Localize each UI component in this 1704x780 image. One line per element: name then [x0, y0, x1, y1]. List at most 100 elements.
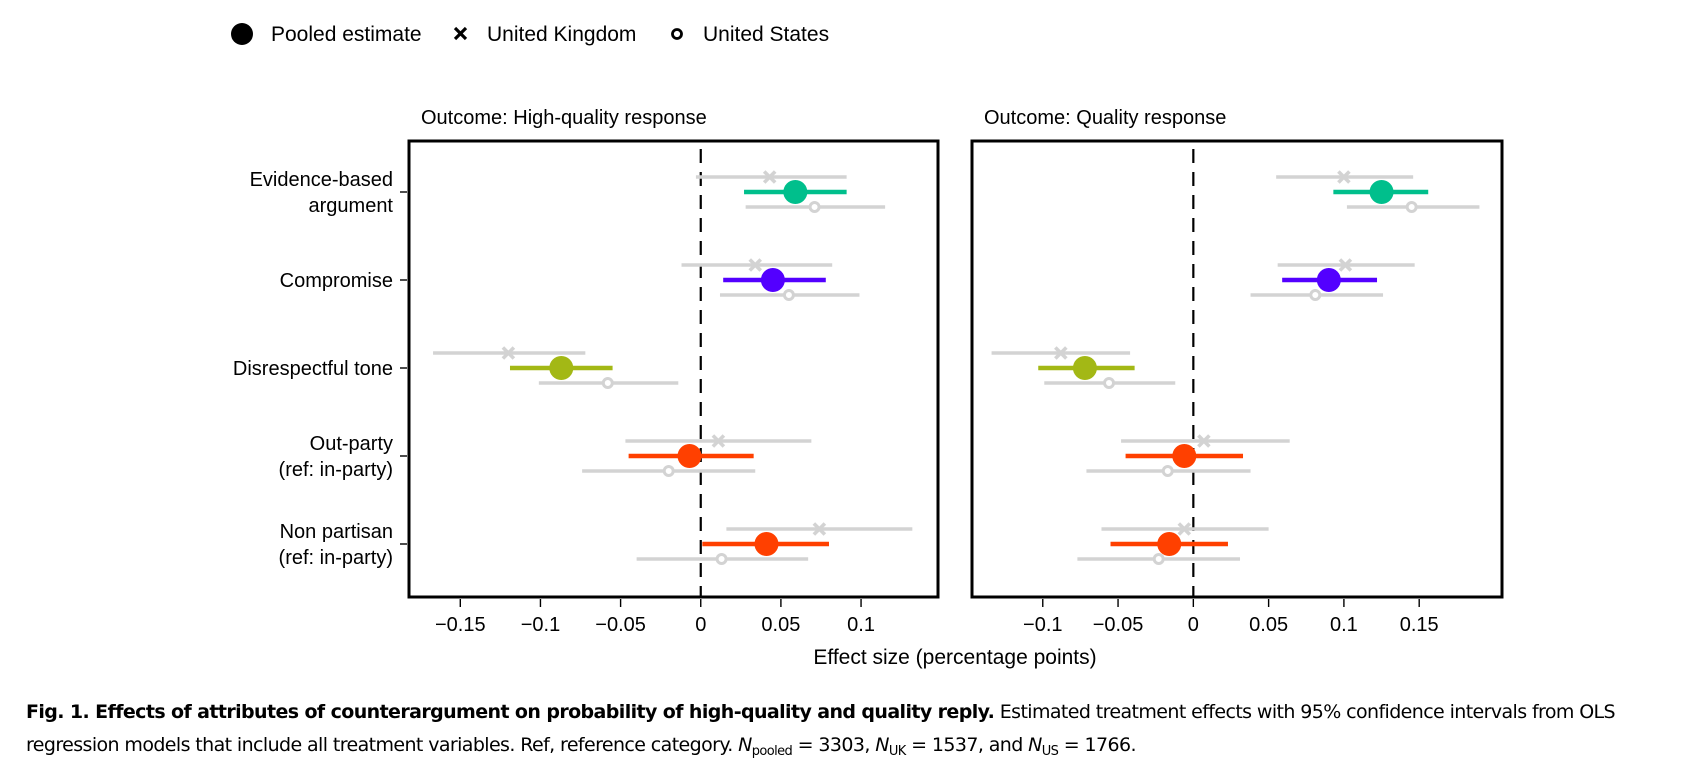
- category-label: (ref: in-party): [279, 459, 393, 481]
- us-estimate-marker: [1161, 465, 1174, 477]
- panel-high-quality: Outcome: High-quality response −0.15 −0.1 −…: [400, 107, 940, 636]
- n-pooled-value: = 3303,: [792, 734, 876, 756]
- uk-estimate-marker: [1054, 346, 1068, 360]
- panel-quality: Outcome: Quality response −0.1 −0.05 0 0.05 0…: [970, 107, 1504, 636]
- panel-title: Outcome: High-quality response: [421, 107, 707, 129]
- n-us-symbol: N: [1028, 734, 1042, 756]
- uk-estimate-marker: [748, 258, 763, 272]
- open-circle-icon: [671, 28, 683, 40]
- us-estimate-marker: [1309, 289, 1322, 301]
- category-label: Out-party: [310, 433, 393, 455]
- n-pooled-subscript: pooled: [751, 744, 793, 759]
- caption-body: Estimated treatment effects with 95% con…: [26, 701, 1616, 756]
- x-cross-stroke: [1054, 346, 1068, 360]
- us-estimate-marker: [1405, 201, 1418, 213]
- estimate-row: [681, 258, 860, 301]
- filled-circle-icon: [231, 23, 253, 45]
- x-tick-label: −0.1: [1023, 614, 1062, 636]
- estimate-row: [433, 346, 679, 389]
- x-tick-label: 0.05: [761, 614, 800, 636]
- x-tick-label: 0: [1188, 614, 1199, 636]
- panel-frame: [970, 139, 1504, 599]
- legend-label: United States: [703, 23, 829, 46]
- legend-label: United Kingdom: [487, 23, 636, 46]
- pooled-estimate-marker: [1369, 180, 1394, 204]
- pooled-estimate-marker: [1172, 444, 1197, 468]
- x-cross-stroke: [1338, 258, 1353, 272]
- x-cross-icon: [453, 26, 468, 41]
- x-cross-stroke: [711, 434, 726, 448]
- uk-estimate-marker: [1338, 258, 1353, 272]
- us-estimate-marker: [808, 201, 821, 213]
- uk-estimate-marker: [762, 170, 777, 184]
- estimate-row: [991, 346, 1176, 389]
- n-us-value: = 1766.: [1058, 734, 1137, 756]
- legend-item-pooled: Pooled estimate: [231, 23, 422, 46]
- x-cross-stroke: [501, 346, 516, 360]
- x-tick-label: 0: [695, 614, 706, 636]
- x-tick-label: −0.05: [1093, 614, 1144, 636]
- n-pooled-symbol: N: [738, 734, 752, 756]
- us-estimate-marker: [782, 289, 795, 301]
- uk-estimate-marker: [812, 522, 827, 536]
- pooled-estimate-marker: [754, 532, 779, 556]
- legend-item-us: United States: [671, 23, 829, 46]
- y-axis-category-labels: Evidence-based argument Compromise Disrespe…: [233, 169, 394, 569]
- uk-estimate-marker: [711, 434, 726, 448]
- pooled-estimate-marker: [760, 268, 785, 292]
- x-cross-stroke: [762, 170, 777, 184]
- x-axis-title: Effect size (percentage points): [813, 646, 1096, 669]
- us-estimate-marker: [601, 377, 614, 389]
- estimate-row: [1276, 170, 1480, 213]
- estimate-row: [695, 170, 886, 213]
- n-uk-symbol: N: [875, 734, 889, 756]
- estimate-row: [1086, 434, 1290, 477]
- legend-label: Pooled estimate: [271, 23, 422, 46]
- x-tick-label: −0.05: [595, 614, 646, 636]
- x-cross-stroke: [1197, 434, 1211, 448]
- x-cross-stroke: [748, 258, 763, 272]
- uk-estimate-marker: [1337, 170, 1351, 184]
- us-estimate-marker: [662, 465, 675, 477]
- pooled-estimate-marker: [1316, 268, 1341, 292]
- n-uk-subscript: UK: [888, 744, 906, 759]
- n-us-subscript: US: [1041, 744, 1059, 759]
- category-label: Disrespectful tone: [233, 358, 393, 380]
- pooled-estimate-marker: [677, 444, 702, 468]
- pooled-estimate-marker: [1072, 356, 1097, 380]
- us-estimate-marker: [1103, 377, 1116, 389]
- x-cross-stroke: [812, 522, 827, 536]
- legend-item-uk: United Kingdom: [453, 23, 636, 46]
- n-uk-value: = 1537, and: [905, 734, 1029, 756]
- category-label: Compromise: [280, 270, 393, 292]
- caption-title: Fig. 1. Effects of attributes of counter…: [26, 701, 995, 723]
- estimate-row: [636, 522, 913, 565]
- estimate-row: [1077, 522, 1269, 565]
- x-tick-label: −0.15: [435, 614, 486, 636]
- estimate-row: [582, 434, 812, 477]
- uk-estimate-marker: [1197, 434, 1211, 448]
- x-cross-stroke: [1337, 170, 1351, 184]
- figure-caption: Fig. 1. Effects of attributes of counter…: [26, 696, 1686, 762]
- x-tick-label: 0.1: [847, 614, 875, 636]
- category-label: (ref: in-party): [279, 547, 393, 569]
- x-tick-label: 0.15: [1400, 614, 1439, 636]
- panel-frame: [407, 139, 940, 599]
- pooled-estimate-marker: [783, 180, 808, 204]
- category-label: Non partisan: [280, 521, 393, 543]
- us-estimate-marker: [1152, 553, 1165, 565]
- x-tick-label: −0.1: [521, 614, 560, 636]
- us-estimate-marker: [715, 553, 728, 565]
- estimate-row: [1250, 258, 1415, 301]
- pooled-estimate-marker: [1157, 532, 1182, 556]
- category-label: Evidence-based: [250, 169, 393, 191]
- uk-estimate-marker: [1177, 522, 1192, 536]
- legend: Pooled estimate United Kingdom United St…: [231, 23, 829, 46]
- x-tick-label: 0.05: [1249, 614, 1288, 636]
- panel-title: Outcome: Quality response: [984, 107, 1226, 129]
- uk-estimate-marker: [501, 346, 516, 360]
- pooled-estimate-marker: [549, 356, 574, 380]
- x-cross-stroke: [1177, 522, 1192, 536]
- forest-plot-figure: Pooled estimate United Kingdom United St…: [231, 23, 1504, 669]
- category-label: argument: [309, 195, 394, 217]
